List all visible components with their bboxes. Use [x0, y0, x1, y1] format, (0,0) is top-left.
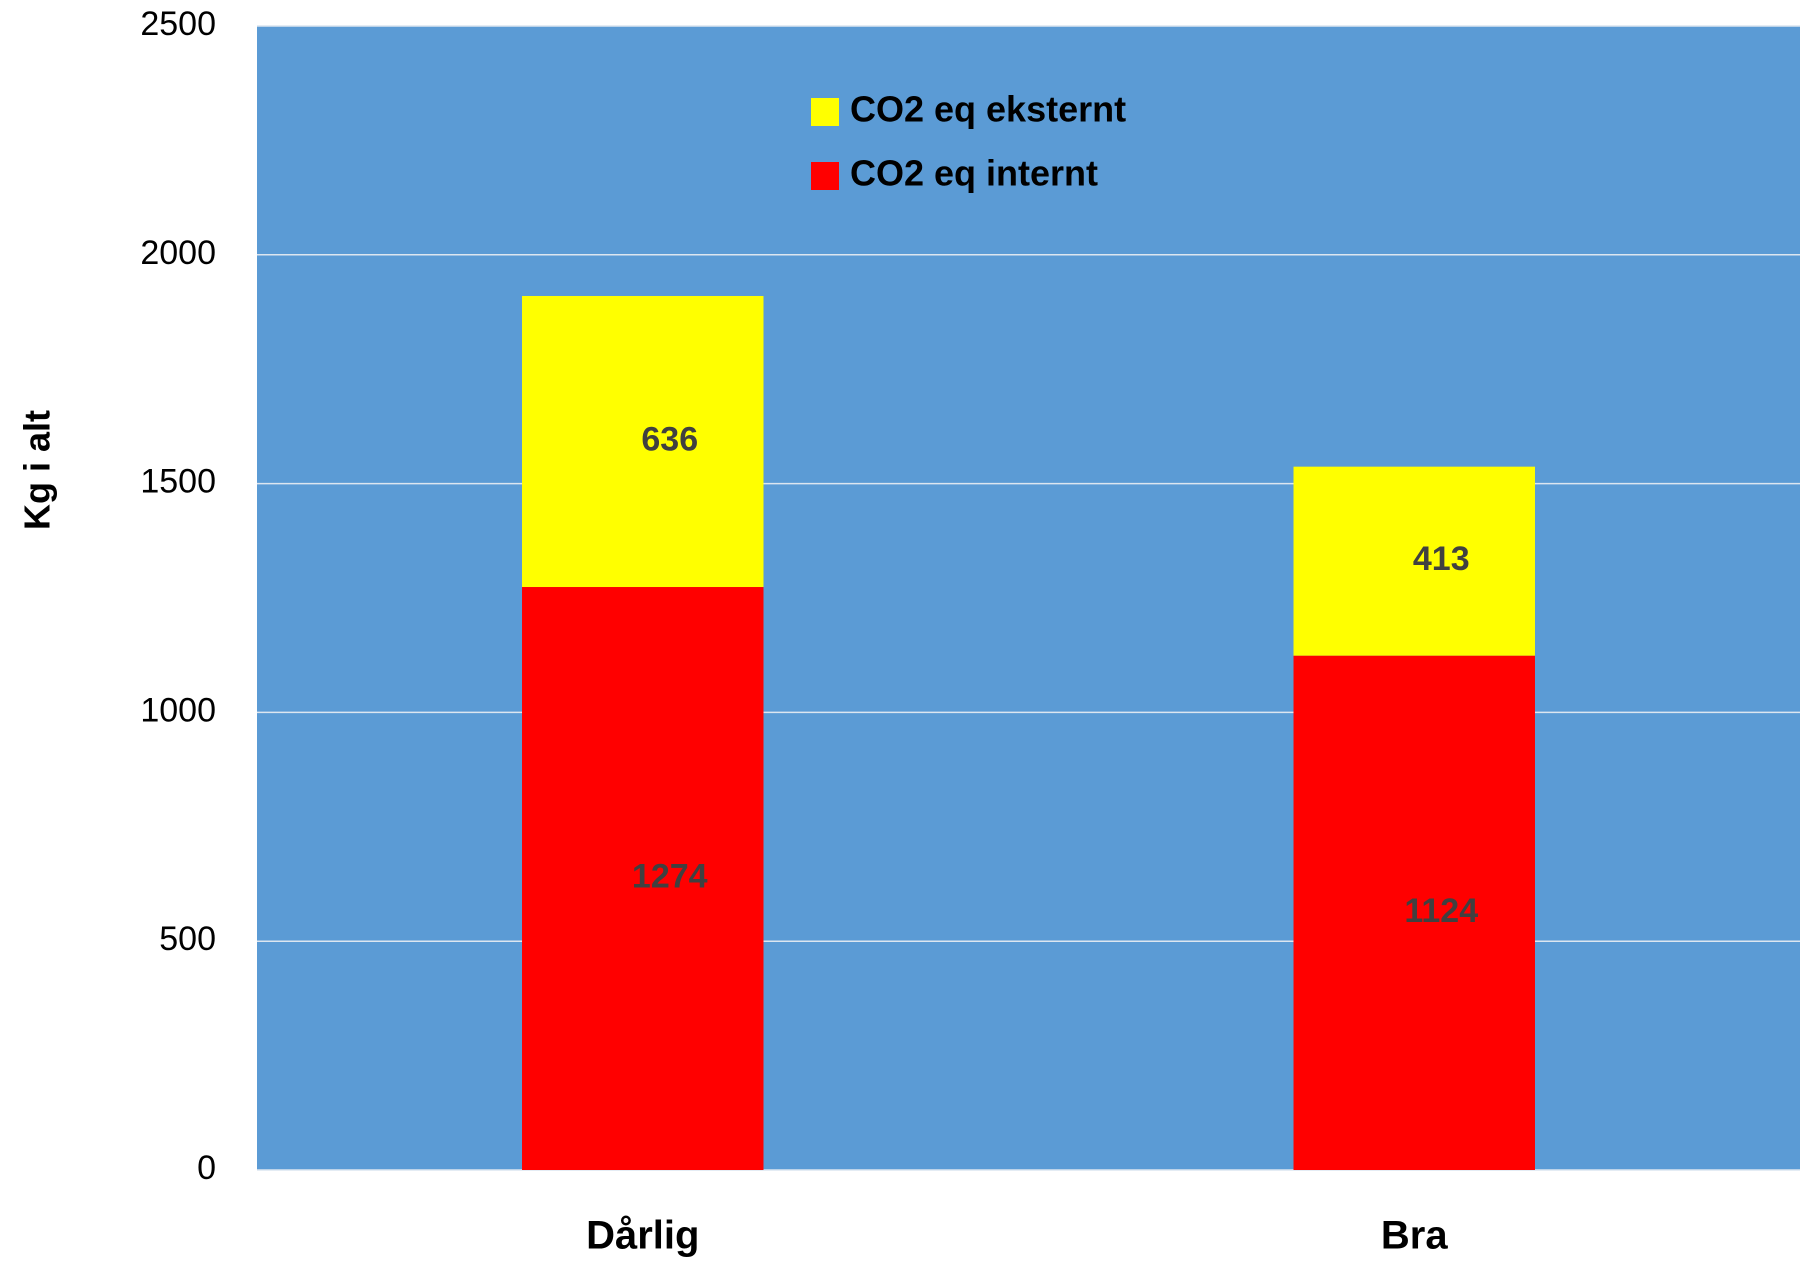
y-tick-label: 1000	[140, 691, 216, 729]
bar-segment	[1293, 655, 1535, 1170]
legend-swatch	[811, 98, 839, 126]
legend-label: CO2 eq eksternt	[850, 89, 1126, 130]
data-label: 1124	[1404, 892, 1478, 930]
plot-area	[257, 26, 1800, 1170]
legend-swatch	[811, 162, 839, 190]
data-label: 1274	[632, 857, 708, 895]
y-tick-label: 1500	[140, 463, 216, 501]
y-tick-label: 500	[159, 920, 216, 958]
legend-label: CO2 eq internt	[850, 153, 1098, 194]
y-axis-label: Kg i alt	[17, 410, 58, 530]
bar-segment	[522, 587, 764, 1170]
data-label: 413	[1413, 540, 1470, 578]
x-tick-label: Dårlig	[586, 1214, 699, 1258]
x-tick-label: Bra	[1381, 1214, 1448, 1258]
y-tick-label: 2000	[140, 234, 216, 272]
y-tick-label: 2500	[140, 5, 216, 43]
bar-segment	[1293, 466, 1535, 656]
y-tick-label: 0	[197, 1149, 216, 1187]
data-label: 636	[641, 420, 698, 458]
bar-segment	[522, 295, 764, 588]
